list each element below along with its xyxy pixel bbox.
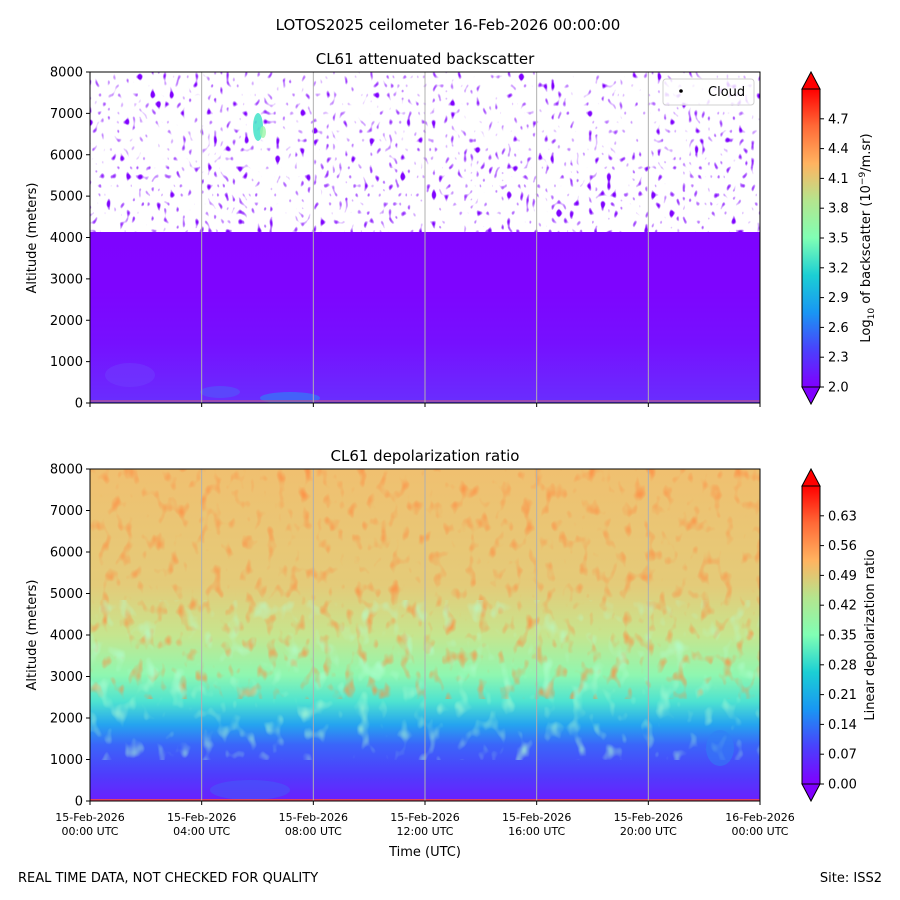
backscatter-gridlines xyxy=(201,72,649,403)
y-tick-label: 6000 xyxy=(50,546,83,561)
cloud-marker-icon xyxy=(679,89,683,93)
backscatter-title: CL61 attenuated backscatter xyxy=(316,50,535,68)
y-tick-label: 1000 xyxy=(50,753,83,768)
colorbar-tick-label: 0.35 xyxy=(828,629,857,644)
depolarization-colorbar-label: Linear depolarization ratio xyxy=(863,549,878,720)
colorbar-tick-label: 4.7 xyxy=(828,112,849,127)
colorbar-tick-label: 4.1 xyxy=(828,172,849,187)
backscatter-panel: CL61 attenuated backscatter 0 1000 2000 300… xyxy=(25,50,877,412)
x-tick-label-date: 15-Feb-2026 xyxy=(167,811,236,824)
colorbar-tick-label: 0.49 xyxy=(828,569,857,584)
x-tick-label-date: 16-Feb-2026 xyxy=(725,811,794,824)
backscatter-x-axis xyxy=(89,403,761,407)
site-label: Site: ISS2 xyxy=(820,871,882,886)
y-tick-label: 3000 xyxy=(50,272,83,287)
colorbar-tick-label: 0.14 xyxy=(828,718,857,733)
backscatter-ylabel: Altitude (meters) xyxy=(25,183,40,294)
colorbar-extend-min xyxy=(801,783,821,803)
y-tick-label: 7000 xyxy=(50,107,83,122)
colorbar-extend-max xyxy=(801,467,821,487)
figure-title: LOTOS2025 ceilometer 16-Feb-2026 00:00:0… xyxy=(276,16,621,34)
depolarization-colorbar: 0.00 0.07 0.14 0.21 0.28 0.35 0.42 0.49 0.56 0.63… xyxy=(801,467,878,803)
y-tick-label: 6000 xyxy=(50,148,83,163)
backscatter-legend[interactable]: Cloud xyxy=(662,78,755,106)
x-tick-label-date: 15-Feb-2026 xyxy=(55,811,124,824)
colorbar-tick-label: 3.8 xyxy=(828,202,849,217)
depolarization-y-axis: 0 1000 2000 3000 4000 5000 6000 7000 8000 xyxy=(50,463,90,810)
x-tick-label-date: 15-Feb-2026 xyxy=(614,811,683,824)
x-tick-label-time: 16:00 UTC xyxy=(508,825,565,838)
colorbar-tick-label: 2.9 xyxy=(828,291,849,306)
depolarization-panel: CL61 depolarization ratio 0 1000 2000 3000 4… xyxy=(25,447,878,860)
y-tick-label: 5000 xyxy=(50,587,83,602)
legend-entry-cloud: Cloud xyxy=(708,85,745,100)
colorbar-tick-label: 2.0 xyxy=(828,381,849,396)
y-tick-label: 4000 xyxy=(50,231,83,246)
colorbar-tick-label: 0.28 xyxy=(828,658,857,673)
colorbar-tick-label: 0.00 xyxy=(828,778,857,793)
colorbar-tick-label: 2.6 xyxy=(828,321,849,336)
colorbar-extend-min xyxy=(801,386,821,406)
backscatter-colorbar: 2.0 2.3 2.6 2.9 3.2 3.5 3.8 4.1 4.4 4.7 Log10 of … xyxy=(801,70,877,406)
colorbar-tick-label: 4.4 xyxy=(828,142,849,157)
depolarization-gridlines xyxy=(201,469,649,801)
depolarization-ylabel: Altitude (meters) xyxy=(25,580,40,691)
colorbar-extend-max xyxy=(801,70,821,90)
colorbar-tick-label: 0.42 xyxy=(828,599,857,614)
x-tick-label-time: 04:00 UTC xyxy=(173,825,230,838)
backscatter-colorbar-label: Log10 of backscatter (10−9/m.sr) xyxy=(858,133,877,342)
colorbar-tick-label: 0.07 xyxy=(828,748,857,763)
x-tick-label-time: 20:00 UTC xyxy=(620,825,677,838)
x-tick-label-date: 15-Feb-2026 xyxy=(279,811,348,824)
y-tick-label: 4000 xyxy=(50,629,83,644)
x-tick-label-time: 00:00 UTC xyxy=(61,825,118,838)
depolarization-xlabel: Time (UTC) xyxy=(388,845,461,860)
colorbar-tick-label: 2.3 xyxy=(828,351,849,366)
y-tick-label: 1000 xyxy=(50,355,83,370)
colorbar-tick-label: 0.56 xyxy=(828,539,857,554)
x-tick-label-time: 12:00 UTC xyxy=(396,825,453,838)
y-tick-label: 0 xyxy=(75,397,83,412)
depolarization-title: CL61 depolarization ratio xyxy=(331,447,520,465)
y-tick-label: 0 xyxy=(75,795,83,810)
y-tick-label: 2000 xyxy=(50,712,83,727)
x-tick-label-date: 15-Feb-2026 xyxy=(390,811,459,824)
x-tick-label-time: 00:00 UTC xyxy=(731,825,788,838)
y-tick-label: 2000 xyxy=(50,314,83,329)
y-tick-label: 7000 xyxy=(50,504,83,519)
colorbar-tick-label: 0.63 xyxy=(828,509,857,524)
backscatter-y-axis: 0 1000 2000 3000 4000 5000 6000 7000 8000 xyxy=(50,66,90,412)
y-tick-label: 3000 xyxy=(50,670,83,685)
colorbar-tick-label: 3.2 xyxy=(828,261,849,276)
quality-disclaimer: REAL TIME DATA, NOT CHECKED FOR QUALITY xyxy=(18,871,318,886)
y-tick-label: 5000 xyxy=(50,190,83,205)
x-tick-label-date: 15-Feb-2026 xyxy=(502,811,571,824)
y-tick-label: 8000 xyxy=(50,66,83,81)
colorbar-tick-label: 3.5 xyxy=(828,232,849,247)
colorbar-tick-label: 0.21 xyxy=(828,688,857,703)
y-tick-label: 8000 xyxy=(50,463,83,478)
x-tick-label-time: 08:00 UTC xyxy=(285,825,342,838)
